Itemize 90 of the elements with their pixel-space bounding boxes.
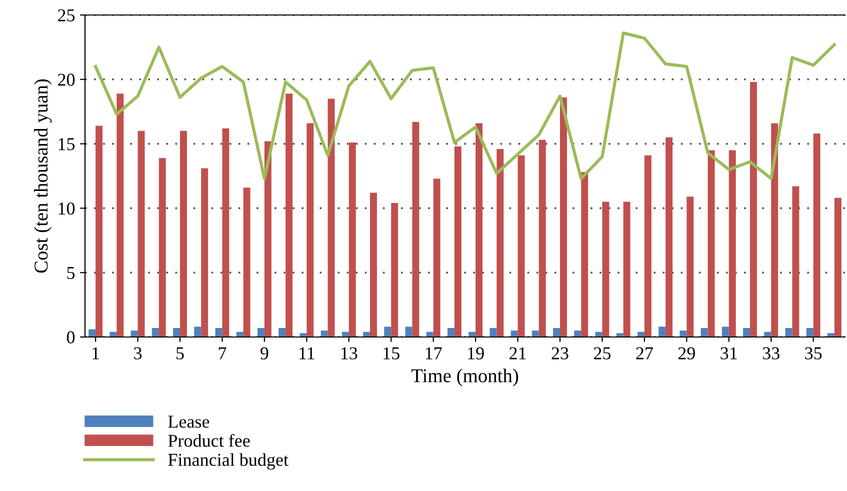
bar	[412, 122, 420, 337]
bar	[158, 158, 166, 337]
bar	[348, 142, 356, 337]
bar	[194, 326, 202, 337]
bar	[708, 150, 715, 337]
bar	[384, 326, 392, 337]
x-tick-label: 19	[468, 347, 484, 360]
bar	[806, 328, 814, 337]
bar	[750, 82, 757, 337]
bar	[320, 330, 328, 337]
bar	[264, 141, 272, 337]
bar	[391, 203, 398, 337]
x-tick-label: 1	[92, 347, 99, 360]
bar	[96, 126, 103, 337]
bar	[644, 155, 652, 337]
y-tick-label: 0	[66, 331, 75, 344]
bar	[300, 333, 307, 337]
x-tick-label: 23	[552, 347, 568, 360]
y-tick-label: 15	[58, 138, 75, 150]
bar	[581, 172, 588, 337]
bar	[827, 333, 834, 337]
bar	[728, 150, 736, 337]
x-tick-label: 3	[134, 347, 142, 360]
x-tick-label: 33	[762, 347, 780, 360]
bar	[616, 333, 624, 337]
x-tick-label: 15	[384, 347, 400, 360]
bar	[447, 328, 454, 337]
y-tick-label: 25	[58, 9, 75, 22]
bar	[743, 328, 750, 337]
bar	[88, 329, 96, 337]
bar	[666, 137, 673, 337]
x-tick-label: 13	[341, 347, 358, 360]
bar	[476, 123, 483, 337]
bar	[538, 140, 546, 337]
bar	[370, 192, 377, 337]
bar	[813, 133, 820, 337]
bar	[623, 202, 630, 337]
bar	[686, 196, 694, 337]
bar	[405, 326, 412, 337]
bar	[257, 328, 264, 337]
bar	[201, 168, 208, 337]
bar	[222, 128, 230, 337]
bar	[173, 328, 180, 337]
x-tick-label: 35	[805, 347, 822, 360]
x-tick-label: 31	[720, 347, 737, 360]
x-tick-label: 5	[176, 347, 184, 360]
bar	[658, 326, 666, 337]
bar	[574, 330, 582, 337]
bar	[510, 330, 518, 337]
bar	[532, 330, 539, 337]
y-axis-title: Cost (ten thousand yuan)	[34, 79, 52, 273]
x-tick-label: 29	[678, 347, 695, 360]
bar	[560, 97, 567, 337]
x-tick-label: 11	[300, 347, 314, 360]
bar	[433, 178, 440, 337]
x-tick-label: 25	[594, 347, 611, 360]
bar	[152, 328, 159, 337]
bar	[116, 94, 124, 337]
x-tick-label: 21	[510, 347, 526, 360]
bar	[138, 130, 145, 337]
bar	[243, 188, 250, 337]
legend-label: Product fee	[168, 434, 250, 447]
bar	[490, 328, 497, 337]
legend-label: Financial budget	[168, 453, 288, 470]
y-tick-label: 10	[58, 202, 75, 215]
y-tick-label: 5	[67, 267, 75, 280]
x-tick-label: 7	[218, 347, 226, 360]
bar	[306, 123, 314, 337]
x-tick-label: 17	[426, 347, 442, 360]
bar	[771, 123, 778, 337]
bar	[286, 94, 293, 337]
bar	[722, 326, 729, 337]
bar	[454, 146, 462, 337]
bar	[130, 330, 138, 337]
x-tick-label: 27	[636, 347, 653, 360]
bar	[278, 328, 286, 337]
bar	[518, 155, 525, 337]
bar	[700, 328, 708, 337]
bar	[553, 328, 560, 337]
legend-label: Lease	[168, 416, 210, 428]
bar	[180, 130, 187, 337]
line-series	[94, 32, 836, 180]
bar	[680, 330, 687, 337]
bar	[602, 202, 610, 337]
x-tick-label: 9	[260, 347, 268, 360]
x-axis-title: Time (month)	[411, 368, 518, 386]
bar	[834, 198, 842, 337]
bar	[496, 148, 504, 337]
y-tick-label: 20	[58, 74, 75, 86]
bar	[792, 186, 800, 337]
